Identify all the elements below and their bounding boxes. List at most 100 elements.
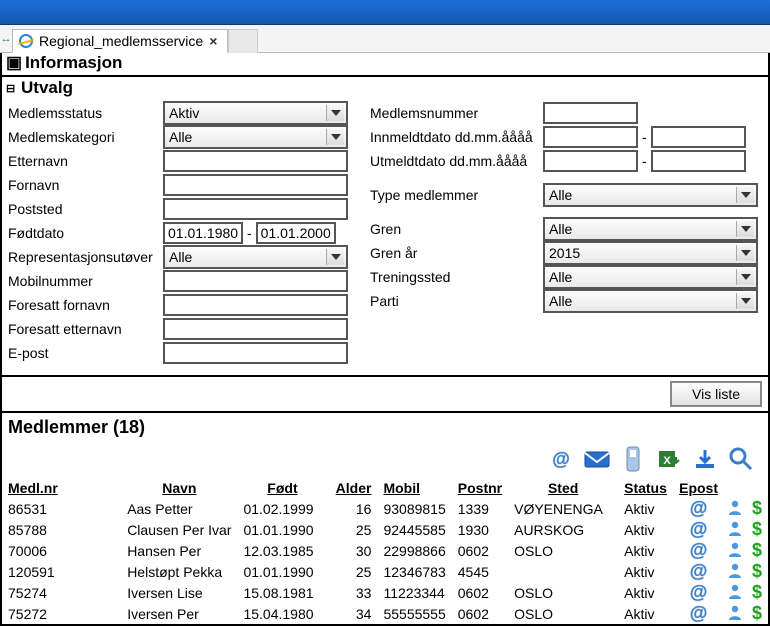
input-medlemsnummer[interactable] — [543, 102, 638, 124]
email-at-icon[interactable]: @ — [690, 519, 708, 539]
excel-export-icon[interactable]: X — [656, 446, 682, 472]
input-epost[interactable] — [163, 342, 348, 364]
person-icon[interactable] — [727, 541, 743, 557]
payment-icon[interactable]: $ — [752, 582, 762, 602]
table-row[interactable]: 86531Aas Petter01.02.199916930898151339V… — [2, 498, 768, 519]
person-icon[interactable] — [727, 562, 743, 578]
table-row[interactable]: 75274Iversen Lise15.08.19813311223344060… — [2, 582, 768, 603]
col-fodt[interactable]: Født — [237, 478, 327, 498]
label-foresatt-etternavn: Foresatt etternavn — [8, 321, 163, 337]
table-row[interactable]: 75272Iversen Per15.04.198034555555550602… — [2, 603, 768, 624]
label-epost: E-post — [8, 345, 163, 361]
input-fodtdato-to[interactable] — [256, 222, 336, 244]
table-row[interactable]: 85788Clausen Per Ivar01.01.1990259244558… — [2, 519, 768, 540]
input-mobilnummer[interactable] — [163, 270, 348, 292]
search-icon[interactable] — [728, 446, 754, 472]
label-foresatt-fornavn: Foresatt fornavn — [8, 297, 163, 313]
cell-fodt: 15.04.1980 — [237, 603, 327, 624]
select-medlemskategori[interactable]: Alle — [163, 125, 348, 149]
new-tab-button[interactable] — [228, 29, 258, 53]
col-status[interactable]: Status — [618, 478, 673, 498]
input-fornavn[interactable] — [163, 174, 348, 196]
cell-status: Aktiv — [618, 540, 673, 561]
input-etternavn[interactable] — [163, 150, 348, 172]
label-innmeldt: Innmeldtdato dd.mm.åååå — [370, 129, 543, 145]
select-gren[interactable]: Alle — [543, 217, 758, 241]
phone-icon[interactable] — [620, 446, 646, 472]
dash: - — [638, 153, 651, 169]
cell-fodt: 15.08.1981 — [237, 582, 327, 603]
col-alder[interactable]: Alder — [327, 478, 377, 498]
email-at-icon[interactable]: @ — [690, 582, 708, 602]
input-innmeldt-to[interactable] — [651, 126, 746, 148]
cell-sted: OSLO — [508, 603, 618, 624]
input-utmeldt-to[interactable] — [651, 150, 746, 172]
payment-icon[interactable]: $ — [752, 561, 762, 581]
person-icon[interactable] — [727, 520, 743, 536]
cell-sted: OSLO — [508, 540, 618, 561]
cell-medlnr: 120591 — [2, 561, 121, 582]
col-mobil[interactable]: Mobil — [377, 478, 451, 498]
col-medlnr[interactable]: Medl.nr — [2, 478, 121, 498]
cell-medlnr: 85788 — [2, 519, 121, 540]
cell-fodt: 12.03.1985 — [237, 540, 327, 561]
select-representasjon[interactable]: Alle — [163, 245, 348, 269]
ie-icon — [19, 34, 33, 48]
email-at-icon[interactable]: @ — [690, 603, 708, 623]
label-treningssted: Treningssted — [370, 269, 543, 285]
select-gren-aar[interactable]: 2015 — [543, 241, 758, 265]
cell-postnr: 0602 — [452, 603, 508, 624]
cell-navn: Iversen Lise — [121, 582, 237, 603]
svg-text:X: X — [663, 455, 671, 467]
vis-liste-button[interactable]: Vis liste — [670, 381, 762, 407]
download-icon[interactable] — [692, 446, 718, 472]
label-gren: Gren — [370, 221, 543, 237]
dash: - — [638, 129, 651, 145]
email-at-icon[interactable]: @ — [690, 498, 708, 518]
expand-icon: ▣ — [6, 53, 22, 73]
input-poststed[interactable] — [163, 198, 348, 220]
person-icon[interactable] — [727, 583, 743, 599]
email-at-icon[interactable]: @ — [690, 561, 708, 581]
input-foresatt-fornavn[interactable] — [163, 294, 348, 316]
cell-alder: 33 — [327, 582, 377, 603]
col-navn[interactable]: Navn — [121, 478, 237, 498]
table-row[interactable]: 70006Hansen Per12.03.198530229988660602O… — [2, 540, 768, 561]
col-postnr[interactable]: Postnr — [452, 478, 508, 498]
select-treningssted[interactable]: Alle — [543, 265, 758, 289]
person-icon[interactable] — [727, 604, 743, 620]
section-informasjon[interactable]: ▣ Informasjon — [2, 53, 768, 75]
refresh-icon[interactable]: ↔ — [0, 25, 12, 53]
input-foresatt-etternavn[interactable] — [163, 318, 348, 340]
cell-alder: 34 — [327, 603, 377, 624]
cell-fodt: 01.01.1990 — [237, 561, 327, 582]
label-gren-aar: Gren år — [370, 245, 543, 261]
cell-fodt: 01.02.1999 — [237, 498, 327, 519]
section-utvalg-header[interactable]: ⊟ Utvalg — [2, 75, 768, 99]
cell-sted: VØYENENGA — [508, 498, 618, 519]
select-parti[interactable]: Alle — [543, 289, 758, 313]
col-sted[interactable]: Sted — [508, 478, 618, 498]
payment-icon[interactable]: $ — [752, 540, 762, 560]
input-innmeldt-from[interactable] — [543, 126, 638, 148]
tab-close-icon[interactable]: × — [209, 33, 217, 49]
cell-alder: 30 — [327, 540, 377, 561]
input-utmeldt-from[interactable] — [543, 150, 638, 172]
input-fodtdato-from[interactable] — [163, 222, 243, 244]
payment-icon[interactable]: $ — [752, 498, 762, 518]
payment-icon[interactable]: $ — [752, 519, 762, 539]
person-icon[interactable] — [727, 499, 743, 515]
select-medlemsstatus[interactable]: Aktiv — [163, 101, 348, 125]
chevron-down-icon — [326, 129, 344, 145]
cell-status: Aktiv — [618, 561, 673, 582]
select-type-medlemmer[interactable]: Alle — [543, 183, 758, 207]
label-parti: Parti — [370, 293, 543, 309]
cell-navn: Clausen Per Ivar — [121, 519, 237, 540]
mail-icon[interactable] — [584, 446, 610, 472]
payment-icon[interactable]: $ — [752, 603, 762, 623]
email-at-icon[interactable]: @ — [548, 446, 574, 472]
table-row[interactable]: 120591Helstøpt Pekka01.01.19902512346783… — [2, 561, 768, 582]
browser-tab[interactable]: Regional_medlemsservice × — [12, 29, 228, 53]
col-epost[interactable]: Epost — [673, 478, 724, 498]
email-at-icon[interactable]: @ — [690, 540, 708, 560]
